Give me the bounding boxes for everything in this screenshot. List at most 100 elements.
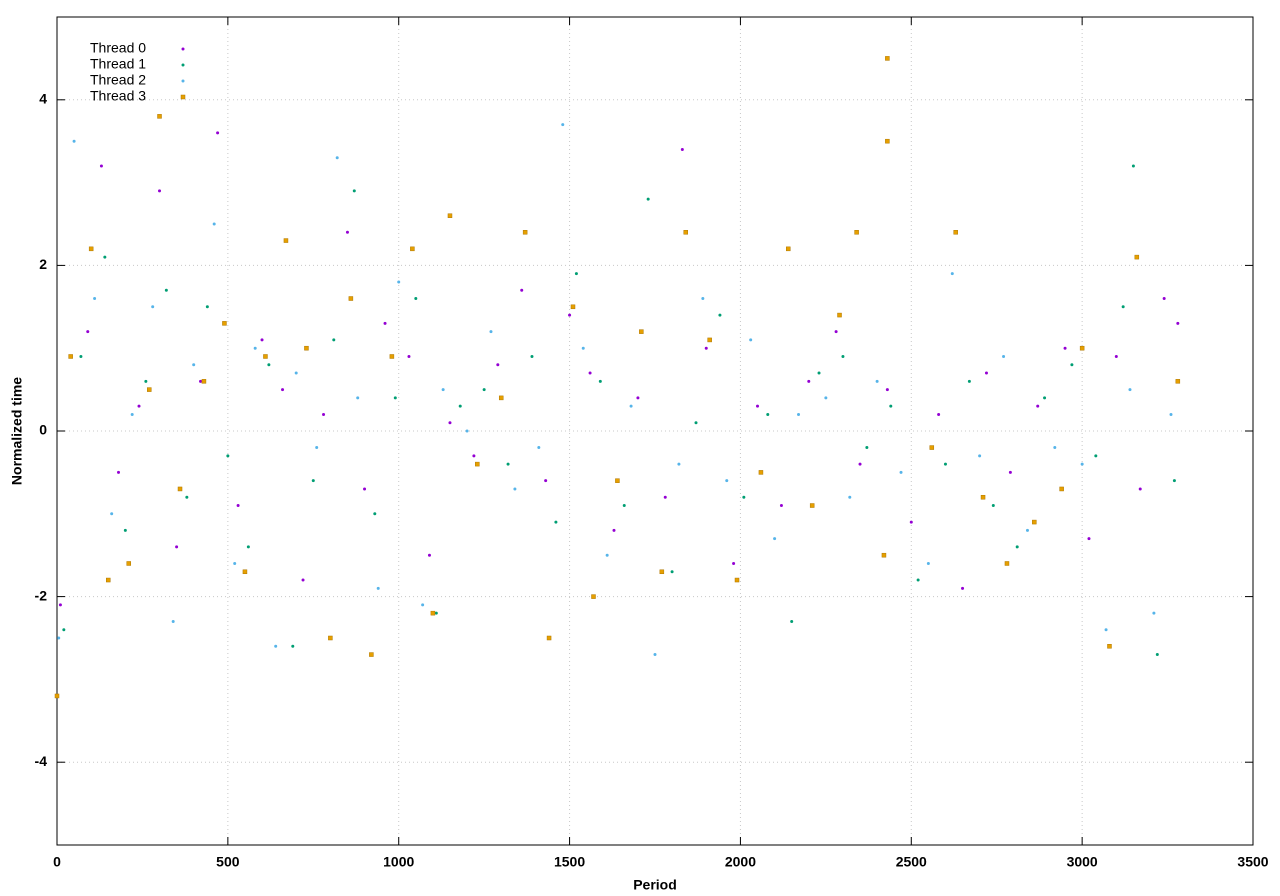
point	[612, 528, 616, 532]
point	[332, 338, 336, 342]
point	[54, 693, 60, 699]
point	[117, 470, 121, 474]
point	[103, 255, 107, 259]
point	[407, 354, 411, 358]
x-tick-label: 500	[216, 854, 240, 870]
point	[663, 495, 667, 499]
point	[926, 561, 930, 565]
point	[732, 561, 736, 565]
point	[489, 330, 493, 334]
y-tick-label: -2	[35, 587, 48, 603]
point	[448, 421, 452, 425]
point	[322, 412, 326, 416]
point	[393, 396, 397, 400]
point	[482, 388, 486, 392]
point	[885, 138, 890, 144]
point	[561, 123, 565, 127]
point	[345, 230, 349, 234]
point	[854, 230, 859, 235]
point	[315, 446, 319, 450]
point	[1104, 628, 1108, 632]
point	[1131, 164, 1135, 168]
point	[301, 578, 305, 582]
point	[773, 537, 777, 541]
point	[233, 561, 237, 565]
point	[68, 354, 73, 359]
point	[1134, 254, 1140, 260]
point	[756, 404, 760, 408]
point	[137, 404, 141, 408]
point	[1004, 561, 1010, 566]
point	[267, 363, 271, 367]
point	[389, 354, 395, 359]
point	[544, 479, 548, 483]
point	[889, 404, 893, 408]
point	[304, 345, 309, 351]
x-tick-label: 3000	[1067, 854, 1098, 870]
point	[363, 487, 367, 491]
point	[1059, 486, 1064, 492]
point	[837, 312, 842, 318]
point	[263, 354, 268, 359]
point	[99, 164, 103, 168]
point	[177, 486, 183, 492]
point	[742, 495, 746, 499]
point	[848, 495, 852, 499]
point	[475, 461, 480, 467]
point	[605, 553, 609, 557]
point	[79, 354, 83, 358]
point	[147, 387, 152, 392]
x-tick-label: 0	[53, 854, 61, 870]
point	[707, 337, 712, 343]
point	[93, 297, 97, 301]
legend-marker	[180, 94, 186, 100]
point	[629, 404, 633, 408]
point	[434, 611, 438, 615]
point	[291, 644, 295, 648]
point	[967, 379, 971, 383]
point	[885, 56, 890, 61]
point	[546, 635, 552, 641]
point	[58, 603, 62, 607]
point	[1080, 462, 1084, 466]
point	[1114, 354, 1118, 358]
point	[718, 313, 722, 317]
point	[520, 288, 524, 292]
legend-marker	[181, 79, 185, 83]
point	[929, 445, 935, 450]
point	[881, 552, 887, 558]
point	[1087, 537, 1091, 541]
point	[158, 189, 162, 193]
point	[899, 470, 903, 474]
point	[294, 371, 298, 375]
point	[1169, 412, 1173, 416]
point	[57, 636, 61, 640]
x-tick-label: 2000	[725, 854, 756, 870]
point	[62, 628, 66, 632]
point	[192, 363, 196, 367]
point	[937, 412, 941, 416]
legend-label: Thread 0	[90, 40, 146, 56]
y-axis-label: Normalized time	[9, 377, 25, 485]
point	[824, 396, 828, 400]
point	[1107, 644, 1112, 649]
point	[834, 330, 838, 334]
legend-marker	[181, 63, 185, 67]
point	[86, 330, 90, 334]
point	[72, 139, 76, 143]
point	[175, 545, 179, 549]
point	[397, 280, 401, 284]
point	[199, 379, 203, 383]
point	[704, 346, 708, 350]
point	[943, 462, 947, 466]
point	[537, 446, 541, 450]
point	[677, 462, 681, 466]
point	[779, 504, 783, 508]
point	[653, 653, 657, 657]
point	[151, 305, 155, 309]
point	[472, 454, 476, 458]
point	[447, 213, 453, 218]
point	[498, 395, 504, 401]
point	[961, 586, 965, 590]
